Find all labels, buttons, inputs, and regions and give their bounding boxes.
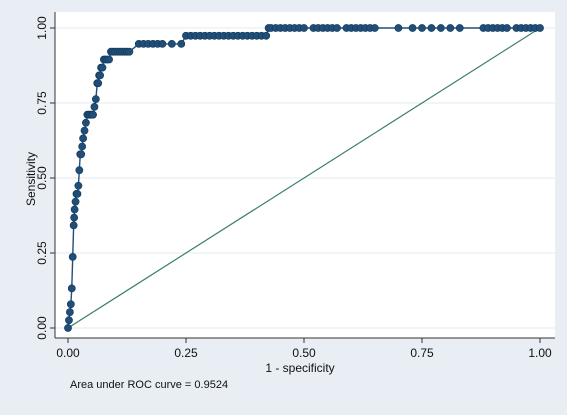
roc-point-94 <box>394 24 403 32</box>
roc-point-106 <box>503 24 511 32</box>
roc-point-16 <box>78 142 87 151</box>
y-tick-label-2: 0.50 <box>35 166 49 190</box>
roc-point-6 <box>69 221 78 230</box>
marker-layer <box>64 24 544 332</box>
x-tick-label-0: 0.00 <box>56 346 80 360</box>
roc-point-112 <box>536 24 544 32</box>
roc-point-24 <box>89 110 97 119</box>
x-tick-label-4: 1.00 <box>528 346 552 360</box>
roc-point-9 <box>71 197 80 206</box>
roc-point-4 <box>67 284 76 293</box>
roc-point-26 <box>91 95 100 103</box>
roc-point-13 <box>75 166 84 175</box>
reference-layer <box>67 27 541 329</box>
roc-point-93 <box>370 24 379 32</box>
roc-point-28 <box>94 79 103 88</box>
roc-point-11 <box>73 189 82 198</box>
roc-point-96 <box>418 24 426 32</box>
roc-point-45 <box>125 47 134 56</box>
reference-line <box>67 27 541 329</box>
roc-point-51 <box>158 40 167 48</box>
roc-point-80 <box>300 24 308 32</box>
y-tick-label-4: 1.00 <box>35 16 49 40</box>
x-tick-label-2: 0.50 <box>292 346 316 360</box>
roc-point-98 <box>436 24 445 32</box>
auc-annotation: Area under ROC curve = 0.9524 <box>70 379 228 391</box>
roc-point-36 <box>105 55 113 64</box>
roc-point-5 <box>68 252 77 261</box>
roc-point-99 <box>446 24 455 32</box>
roc-point-53 <box>177 40 186 48</box>
roc-point-1 <box>65 316 73 325</box>
roc-point-18 <box>80 126 89 135</box>
roc-point-30 <box>96 71 104 80</box>
ticks-layer: 0.00 0.25 0.50 0.75 1.00 0.00 0.25 0.50 0.75 1.00 <box>35 16 552 360</box>
roc-point-12 <box>74 181 83 190</box>
roc-point-0 <box>64 324 72 332</box>
roc-point-15 <box>77 150 86 159</box>
roc-point-71 <box>262 31 271 40</box>
x-axis-label: 1 - specificity <box>265 361 334 375</box>
roc-point-97 <box>427 24 436 32</box>
x-tick-label-3: 0.75 <box>410 346 434 360</box>
y-tick-label-3: 0.75 <box>35 91 49 115</box>
roc-point-52 <box>167 40 176 48</box>
roc-point-95 <box>408 24 417 32</box>
roc-point-7 <box>70 213 79 222</box>
roc-point-86 <box>333 24 341 32</box>
roc-point-100 <box>455 24 464 32</box>
y-tick-label-0: 0.00 <box>35 316 49 340</box>
x-tick-label-1: 0.25 <box>174 346 198 360</box>
roc-point-17 <box>79 134 88 143</box>
roc-point-8 <box>70 205 79 214</box>
roc-point-32 <box>98 63 107 72</box>
axes-layer <box>54 12 555 339</box>
roc-point-2 <box>65 308 74 316</box>
y-axis-label: Sensitivity <box>24 152 38 206</box>
roc-point-25 <box>90 103 99 111</box>
roc-point-19 <box>82 118 90 127</box>
roc-point-3 <box>66 300 75 309</box>
y-tick-label-1: 0.25 <box>35 241 49 265</box>
